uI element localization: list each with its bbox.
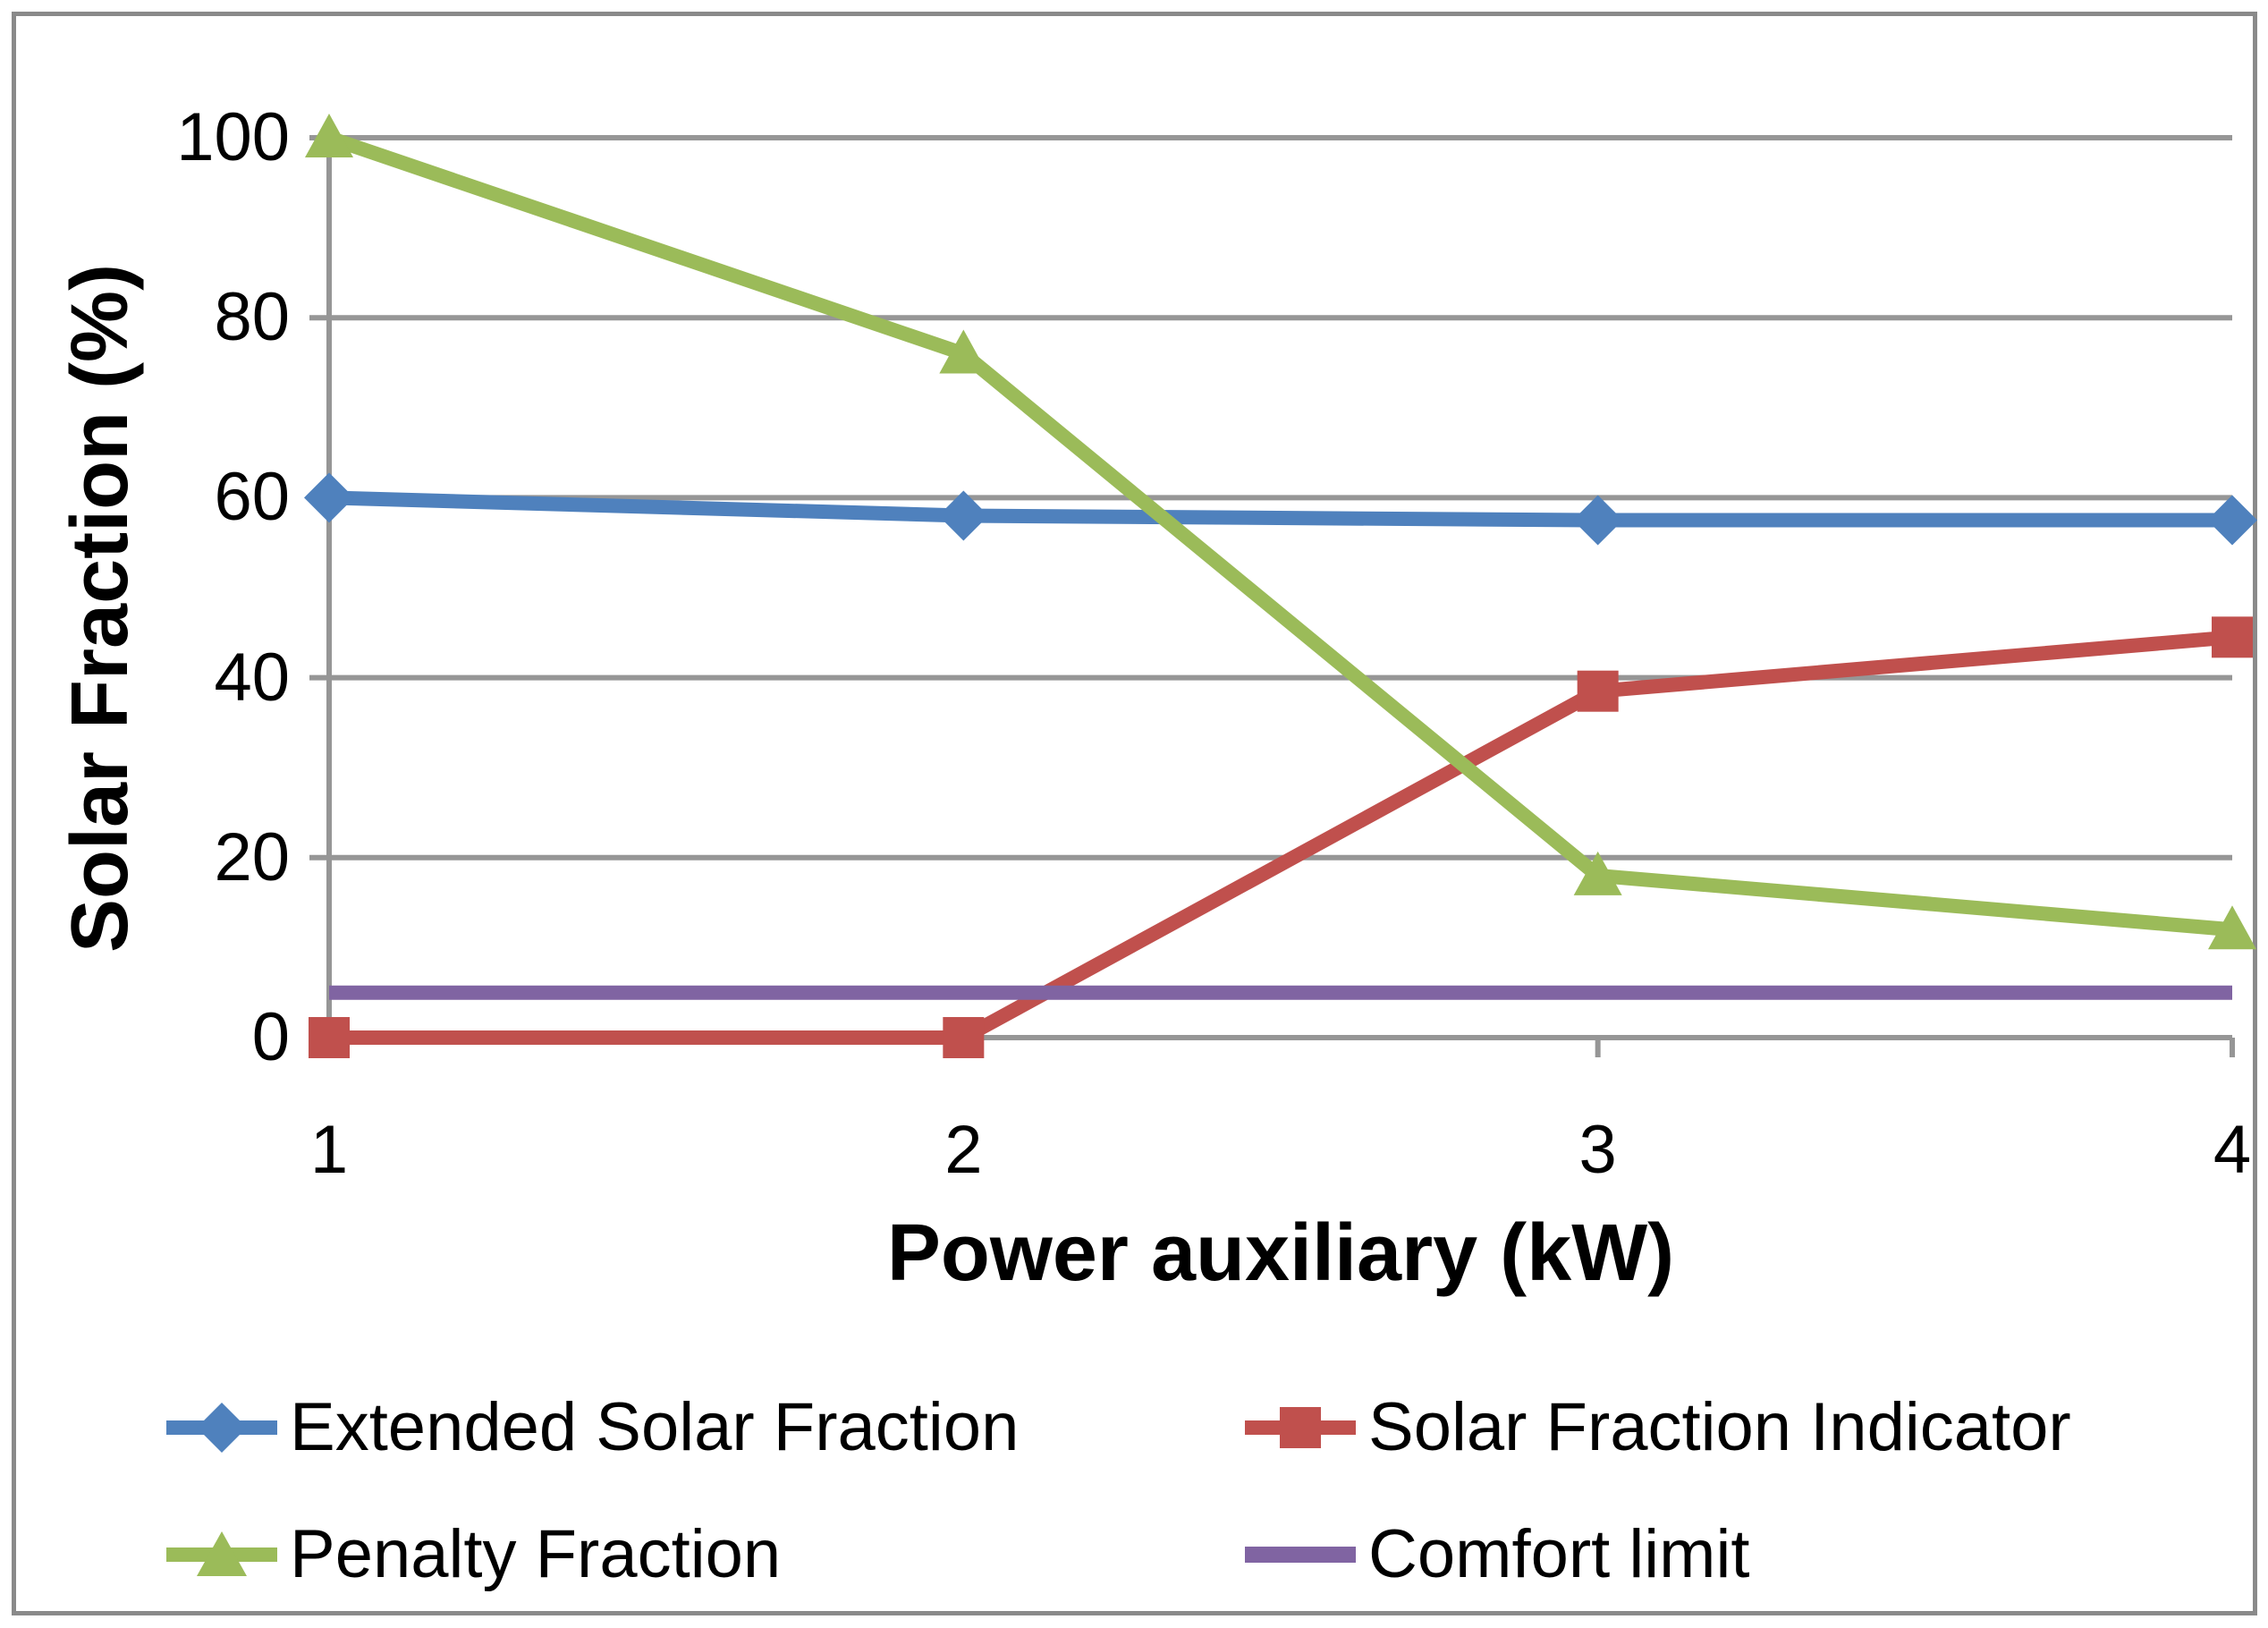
legend-item-penalty-fraction: Penalty Fraction xyxy=(166,1510,781,1599)
series-2-marker-4 xyxy=(2208,905,2256,950)
legend-item-solar-fraction-indicator: Solar Fraction Indicator xyxy=(1245,1383,2071,1472)
series-2-marker-3 xyxy=(1573,851,1622,895)
legend-label: Comfort limit xyxy=(1368,1516,1750,1592)
series-1-marker-2 xyxy=(943,1017,985,1058)
series-0-marker-4 xyxy=(2207,495,2257,546)
legend-label: Solar Fraction Indicator xyxy=(1368,1389,2071,1465)
legend-marker-line-icon xyxy=(1245,1547,1356,1563)
legend-item-comfort-limit: Comfort limit xyxy=(1245,1510,1749,1599)
legend-marker-diamond-icon xyxy=(166,1403,277,1453)
series-0-marker-2 xyxy=(938,490,989,541)
x-axis-title: Power auxiliary (kW) xyxy=(886,1208,1675,1298)
y-tick-label-20: 20 xyxy=(214,818,290,895)
y-tick-label-60: 60 xyxy=(214,459,290,536)
legend-item-extended-solar-fraction: Extended Solar Fraction xyxy=(166,1383,1019,1472)
series-2-marker-1 xyxy=(305,114,353,157)
series-0-marker-1 xyxy=(304,472,354,523)
y-tick-label-40: 40 xyxy=(214,639,290,716)
y-tick-label-0: 0 xyxy=(251,999,290,1075)
series-line-2 xyxy=(326,131,2233,937)
legend-marker-square-icon xyxy=(1245,1407,1356,1448)
series-2-marker-2 xyxy=(939,329,988,374)
legend-label: Penalty Fraction xyxy=(290,1516,782,1592)
series-1-marker-4 xyxy=(2212,616,2253,658)
x-tick-label-4: 4 xyxy=(2213,1112,2252,1188)
series-1-marker-3 xyxy=(1577,670,1619,712)
series-1-marker-1 xyxy=(309,1017,350,1058)
x-tick-label-1: 1 xyxy=(309,1112,349,1188)
x-tick-label-3: 3 xyxy=(1578,1112,1617,1188)
series-0-marker-3 xyxy=(1572,495,1623,546)
series-line-1 xyxy=(329,630,2233,1045)
y-tick-label-100: 100 xyxy=(176,99,290,175)
series-line-0 xyxy=(328,490,2232,528)
x-tick-label-2: 2 xyxy=(944,1112,983,1188)
legend-label: Extended Solar Fraction xyxy=(290,1389,1020,1465)
legend-marker-triangle-icon xyxy=(166,1531,277,1576)
y-tick-label-80: 80 xyxy=(214,279,290,356)
y-axis-title: Solar Fraction (%) xyxy=(55,263,145,954)
